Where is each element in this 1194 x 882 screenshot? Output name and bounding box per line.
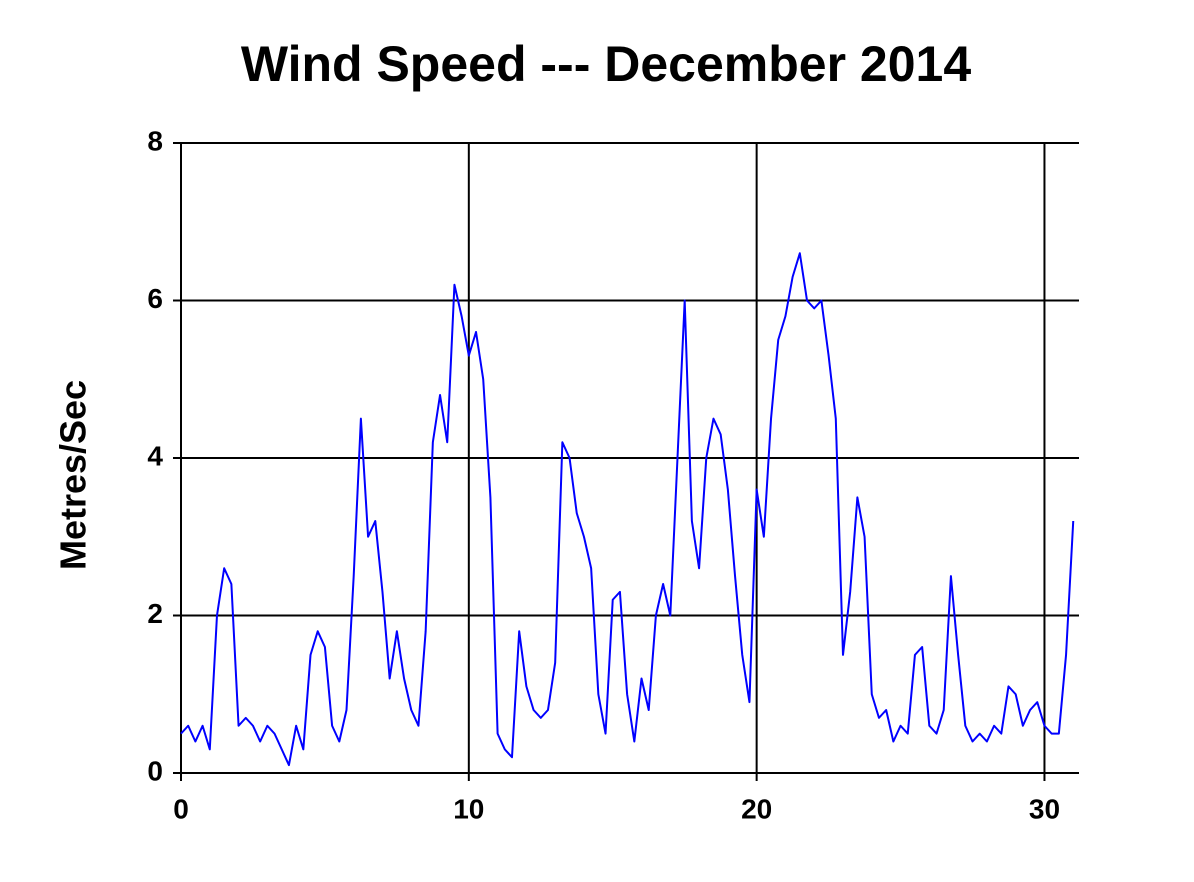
chart-title: Wind Speed --- December 2014 <box>241 36 972 92</box>
x-tick-label: 30 <box>1029 793 1060 824</box>
x-tick-label: 0 <box>173 793 189 824</box>
y-tick-label: 0 <box>147 755 163 786</box>
x-tick-label: 20 <box>741 793 772 824</box>
y-tick-label: 2 <box>147 598 163 629</box>
y-tick-label: 8 <box>147 125 163 156</box>
y-tick-label: 6 <box>147 283 163 314</box>
y-tick-label: 4 <box>147 440 163 471</box>
x-tick-label: 10 <box>453 793 484 824</box>
y-axis-label: Metres/Sec <box>53 380 94 570</box>
data-line <box>180 252 1075 767</box>
